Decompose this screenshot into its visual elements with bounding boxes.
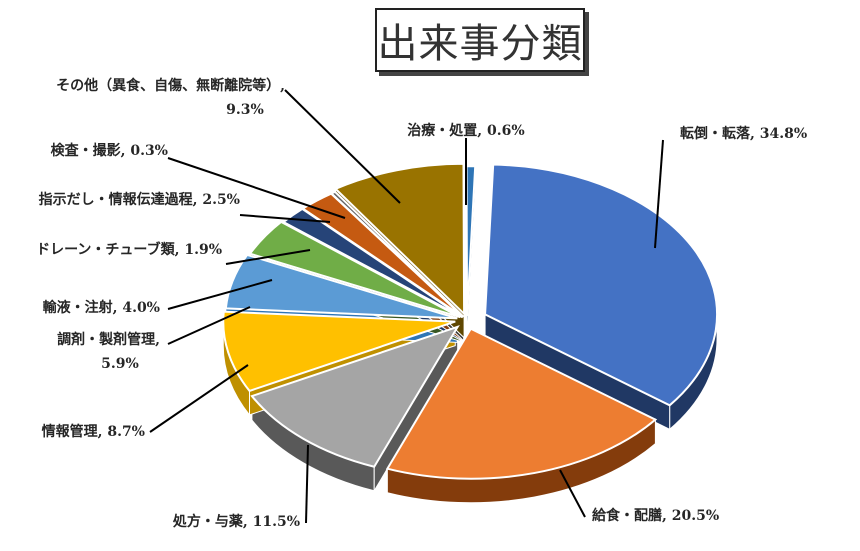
slice-label-8: 検査・撮影, 0.3% [51,142,168,159]
slice-label-4: 調剤・製剤管理, 5.9% [57,331,160,372]
slice-3 [222,310,456,393]
chart-title-box: 出来事分類 [375,8,585,72]
leader-lines [149,89,664,524]
leader-line-9 [284,89,401,204]
slice-label-10: 治療・処置, 0.6% [407,122,524,139]
leader-line-0 [654,139,664,249]
leader-line-1 [559,469,586,518]
slice-label-3: 情報管理, 8.7% [42,423,145,440]
leader-line-8 [167,157,346,219]
leader-line-3 [149,364,249,433]
slice-label-7: 指示だし・情報伝達過程, 2.5% [39,191,240,208]
slice-10 [465,165,477,317]
slice-labels: 転倒・転落, 34.8% 給食・配膳, 20.5% 処方・与薬, 11.5% 情報管理… [36,77,807,530]
slice-0 [484,163,719,407]
slice-8 [329,190,465,318]
slice-label-0: 転倒・転落, 34.8% [680,125,807,142]
slice-9 [333,162,466,317]
leader-line-5 [167,279,273,310]
slice-label-1: 給食・配膳, 20.5% [592,507,719,524]
slice-5 [248,220,461,319]
slice-1 [385,327,658,480]
slice-label-5: 輸液・注射, 4.0% [43,299,160,316]
slice-4 [224,253,458,320]
slice-2 [250,324,460,468]
slice-label-2: 処方・与薬, 11.5% [172,513,300,530]
leader-line-4 [167,306,251,345]
slice-label-9: その他（異食、自傷、無断離院等）, 9.3% [56,77,285,118]
leader-line-6 [225,249,311,265]
leader-line-2 [305,444,309,524]
leader-line-7 [239,214,331,223]
chart-title: 出来事分類 [377,21,583,67]
slice-label-6: ドレーン・チューブ類, 1.9% [36,241,222,258]
pie-slices [222,162,719,480]
